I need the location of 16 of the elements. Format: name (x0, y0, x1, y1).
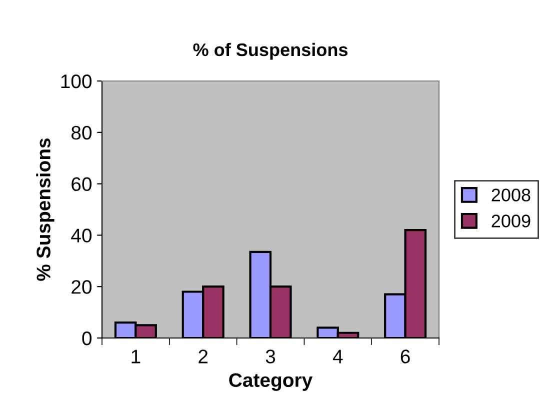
x-tick-label: 2 (198, 350, 208, 364)
y-tick-label: 0 (82, 331, 92, 346)
y-tick-label: 60 (72, 177, 92, 192)
x-tick-label: 3 (266, 350, 276, 364)
x-tick-label: 1 (132, 350, 140, 364)
y-tick-label: 20 (72, 280, 92, 294)
legend-label: 2008 (492, 188, 530, 202)
x-axis-title: Category (229, 373, 313, 391)
y-tick-label: 80 (71, 126, 92, 140)
chart-title: % of Suspensions (193, 42, 348, 60)
x-tick-label: 4 (332, 350, 343, 364)
x-tick-label: 6 (400, 350, 410, 364)
legend-label: 2009 (492, 214, 530, 228)
y-axis-title: % Suspensions (36, 138, 54, 281)
y-tick-label: 40 (71, 228, 92, 242)
y-tick-label: 100 (61, 74, 92, 88)
